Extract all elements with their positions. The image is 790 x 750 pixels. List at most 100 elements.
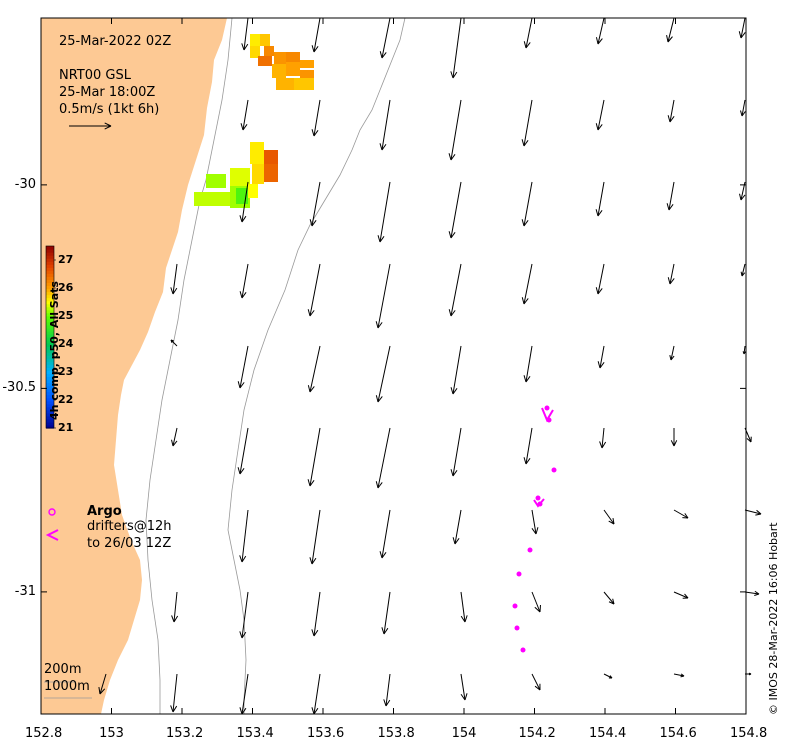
sst-pixel [286, 62, 300, 76]
colorbar-segment [46, 252, 54, 256]
colorbar-segment [46, 297, 54, 302]
current-arrow [673, 673, 685, 678]
drifter-position [527, 547, 533, 553]
sst-pixel [250, 142, 264, 164]
current-arrow [599, 427, 607, 449]
colorbar-tick-label: 26 [58, 281, 74, 294]
colorbar-segment [46, 321, 54, 326]
colorbar-segment [46, 358, 54, 362]
current-arrow [377, 181, 391, 243]
current-arrow [307, 345, 321, 393]
drifter-position [551, 467, 557, 473]
y-tick-label: -31 [14, 583, 36, 599]
x-tick-label: 154 [451, 726, 477, 741]
current-arrow [309, 509, 321, 565]
current-arrow [240, 99, 249, 131]
colorbar-segment [46, 309, 54, 314]
current-arrow [595, 99, 605, 131]
sst-pixel [194, 192, 230, 206]
current-arrow [241, 17, 249, 51]
colorbar-segment [46, 373, 54, 378]
colorbar-frame [45, 245, 55, 429]
sst-pixel [250, 34, 260, 46]
colorbar-segment [46, 279, 54, 283]
x-tick-label: 154.4 [589, 726, 627, 741]
current-arrow [379, 17, 391, 59]
drifter-position [535, 495, 541, 501]
colorbar-segment [46, 255, 54, 259]
colorbar-segment [46, 300, 54, 305]
current-arrow [237, 345, 249, 389]
current-arrow [603, 673, 613, 679]
colorbar [45, 245, 55, 429]
current-arrow [460, 591, 468, 623]
drifter-head [533, 498, 545, 508]
current-arrow [595, 263, 605, 295]
land [41, 18, 227, 714]
colorbar-segment [46, 327, 54, 332]
colorbar-segment [46, 330, 54, 335]
sst-pixel [252, 164, 264, 184]
argo-legend-symbol [48, 508, 56, 516]
current-arrow [666, 17, 675, 43]
sst-pixel [276, 78, 294, 90]
x-tick-label: 153.4 [236, 726, 274, 741]
colorbar-segment [46, 361, 54, 365]
current-arrow [460, 673, 468, 701]
colorbar-segment [46, 273, 54, 277]
current-arrow [171, 427, 178, 447]
current-arrow [381, 591, 391, 635]
current-arrow [170, 673, 178, 713]
colorbar-segment [46, 282, 54, 287]
current-arrow [523, 345, 533, 383]
current-arrow [98, 673, 107, 695]
colorbar-segment [46, 394, 54, 399]
current-arrow [448, 181, 462, 239]
colorbar-segment [46, 246, 54, 250]
current-arrow [311, 591, 321, 637]
colorbar-tick-label: 25 [58, 309, 74, 322]
colorbar-tick-label: 24 [58, 337, 74, 350]
current-arrow [311, 17, 321, 53]
colorbar-segment [46, 421, 54, 426]
current-arrow [311, 673, 321, 715]
colorbar-segment [46, 343, 54, 347]
scale-label: 0.5m/s (1kt 6h) [59, 102, 160, 117]
current-arrow [239, 591, 249, 639]
colorbar-segment [46, 346, 54, 350]
current-arrow [531, 591, 541, 613]
colorbar-segment [46, 267, 54, 271]
current-arrow [375, 427, 391, 489]
current-arrow [452, 509, 462, 545]
sst-pixel [264, 150, 278, 164]
current-arrow [531, 509, 539, 535]
x-tick-label: 153.8 [377, 726, 415, 741]
current-arrow [170, 339, 178, 347]
colorbar-segment [46, 379, 54, 384]
colorbar-segment [46, 364, 54, 368]
current-arrow [667, 99, 675, 123]
x-tick-label: 152.8 [25, 726, 63, 741]
sst-pixel [264, 46, 274, 56]
contour-1000m [227, 17, 406, 714]
y-tick-label: -30.5 [2, 380, 36, 396]
current-arrow [450, 17, 462, 79]
current-arrow [603, 509, 615, 525]
current-arrow [239, 181, 249, 223]
drifter-position [512, 603, 518, 609]
current-arrow [170, 263, 178, 295]
colorbar-segment [46, 409, 54, 414]
current-arrow [379, 509, 391, 559]
colorbar-segment [46, 324, 54, 329]
drifters-legend-line2: to 26/03 12Z [87, 536, 172, 551]
colorbar-tick-label: 21 [58, 421, 74, 434]
current-arrow [521, 181, 533, 227]
colorbar-segment [46, 388, 54, 393]
colorbar-segment [46, 340, 54, 344]
x-tick-label: 153 [99, 726, 124, 741]
colorbar-segment [46, 367, 54, 371]
current-arrow [383, 673, 391, 707]
current-arrow [523, 427, 533, 465]
current-arrow [740, 99, 746, 117]
